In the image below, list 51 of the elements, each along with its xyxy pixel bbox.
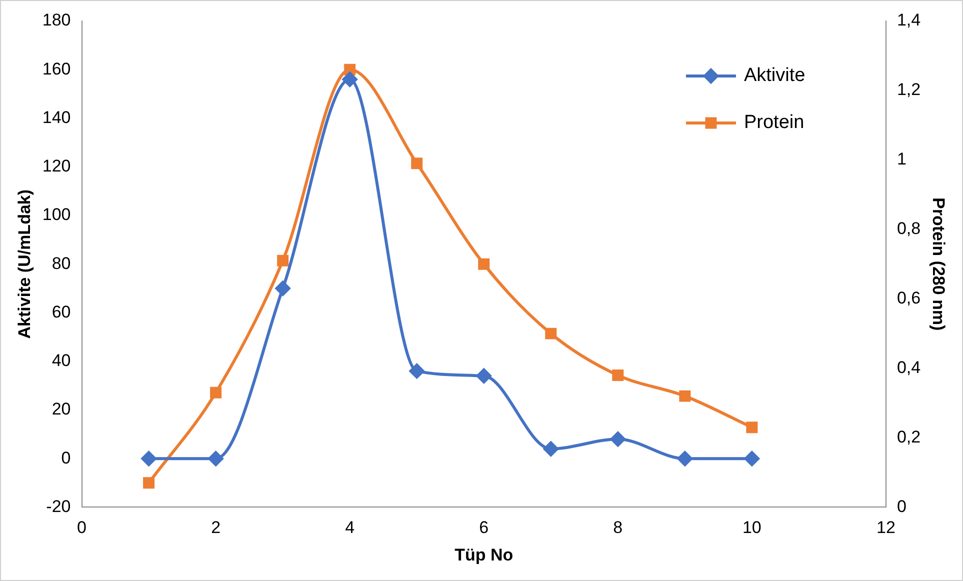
- y2-tick-label: 0,4: [896, 358, 921, 377]
- point: [545, 328, 557, 340]
- point: [344, 64, 356, 76]
- y-tick-label: 20: [52, 400, 71, 419]
- x-tick-label: 2: [211, 518, 221, 538]
- y-axis-title: Aktivite (U/mLdak): [14, 189, 34, 339]
- x-tick-label: 8: [613, 518, 623, 538]
- x-tick-label: 10: [742, 518, 762, 538]
- point: [143, 477, 155, 489]
- point: [610, 432, 626, 447]
- point: [543, 441, 558, 456]
- point: [208, 451, 224, 466]
- y2-tick-label: 0,2: [896, 427, 921, 446]
- point: [277, 254, 289, 266]
- y2-axis-title: Protein (280 nm): [929, 198, 948, 331]
- point: [409, 364, 424, 379]
- y2-tick-label: 0,8: [896, 219, 921, 238]
- legend-label: Aktivite: [744, 65, 806, 86]
- point: [210, 386, 222, 398]
- y-tick-label: 40: [52, 351, 71, 370]
- point: [478, 258, 490, 270]
- x-tick-label: 12: [876, 518, 896, 538]
- point: [342, 72, 358, 87]
- x-tick-label: 4: [345, 518, 355, 538]
- y2-tick-label: 0,6: [896, 288, 921, 308]
- y-tick-label: 120: [42, 156, 71, 176]
- y2-tick-label: 1: [896, 150, 906, 169]
- y-tick-label: 180: [42, 10, 71, 30]
- point: [141, 451, 156, 466]
- point: [746, 422, 758, 434]
- y2-tick-label: 0: [896, 496, 906, 516]
- y2-tick-label: 1,4: [896, 10, 921, 30]
- y-tick-label: 160: [42, 59, 71, 78]
- legend-label: Protein: [744, 112, 804, 134]
- y-tick-label: -20: [46, 496, 71, 516]
- x-tick-label: 6: [479, 518, 489, 538]
- y2-tick-label: 1,2: [896, 80, 921, 100]
- y-tick-label: 0: [61, 448, 71, 468]
- point: [476, 368, 492, 384]
- point: [679, 390, 691, 402]
- point: [677, 451, 692, 466]
- y-tick-label: 140: [42, 108, 71, 127]
- x-tick-label: 0: [77, 518, 86, 538]
- y-tick-label: 80: [52, 254, 71, 273]
- y-tick-label: 100: [42, 205, 71, 224]
- point: [275, 280, 290, 296]
- x-axis-title: Tüp No: [454, 545, 514, 564]
- point: [612, 369, 624, 381]
- point: [744, 451, 760, 466]
- point: [411, 158, 423, 170]
- y-tick-label: 60: [52, 302, 71, 322]
